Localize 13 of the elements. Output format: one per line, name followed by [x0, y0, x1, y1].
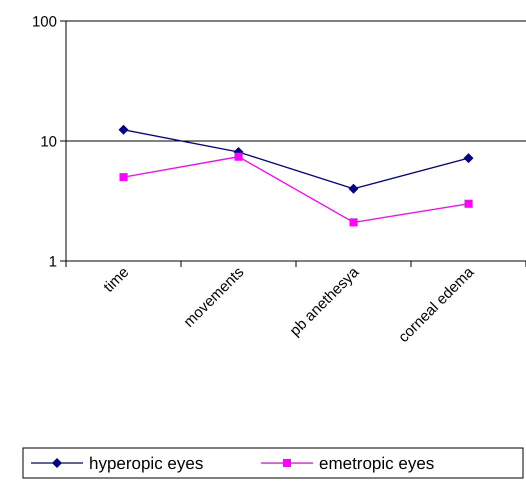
y-tick-label: 1: [48, 253, 57, 270]
point: [350, 218, 358, 226]
y-tick-label: 10: [40, 133, 57, 150]
x-tick-label: time: [100, 264, 132, 296]
point: [120, 173, 128, 182]
legend-label: emetropic eyes: [319, 454, 434, 473]
point: [234, 152, 242, 161]
point: [118, 124, 128, 135]
point: [348, 184, 358, 194]
point: [464, 153, 474, 164]
y-tick-label: 100: [32, 13, 57, 30]
point: [464, 200, 472, 208]
legend-label: hyperopic eyes: [89, 454, 204, 473]
